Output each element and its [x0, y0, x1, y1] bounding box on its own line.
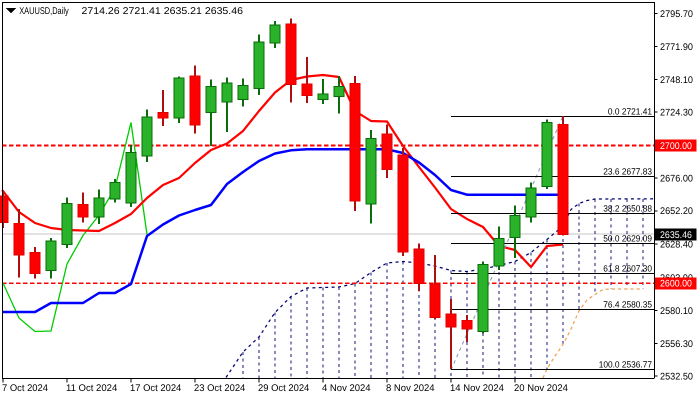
svg-text:61.8 2607.30: 61.8 2607.30	[603, 263, 652, 273]
svg-text:17 Oct 2024: 17 Oct 2024	[130, 383, 182, 394]
svg-text:2795.70: 2795.70	[660, 9, 693, 20]
svg-text:14 Nov 2024: 14 Nov 2024	[450, 383, 505, 394]
svg-text:20 Nov 2024: 20 Nov 2024	[514, 383, 569, 394]
svg-text:100.0 2536.77: 100.0 2536.77	[599, 359, 652, 369]
svg-text:2580.10: 2580.10	[660, 306, 693, 317]
svg-text:0.0 2721.41: 0.0 2721.41	[608, 106, 652, 116]
svg-text:2748.10: 2748.10	[660, 75, 693, 86]
svg-text:2676.00: 2676.00	[660, 173, 693, 184]
svg-text:29 Oct 2024: 29 Oct 2024	[258, 383, 310, 394]
svg-text:7 Oct 2024: 7 Oct 2024	[2, 383, 49, 394]
svg-text:2700.00: 2700.00	[660, 141, 692, 152]
svg-text:2532.50: 2532.50	[660, 372, 693, 383]
svg-text:2635.46: 2635.46	[660, 230, 692, 241]
svg-text:2714.26 2721.41 2635.21 2635.4: 2714.26 2721.41 2635.21 2635.46	[82, 6, 244, 17]
svg-text:2724.30: 2724.30	[660, 108, 693, 119]
svg-text:2600.00: 2600.00	[660, 279, 692, 290]
svg-text:2628.40: 2628.40	[660, 240, 693, 251]
svg-text:2556.30: 2556.30	[660, 339, 693, 350]
svg-text:23 Oct 2024: 23 Oct 2024	[194, 383, 246, 394]
svg-text:38.2 2650.88: 38.2 2650.88	[603, 203, 652, 213]
svg-text:23.6 2677.83: 23.6 2677.83	[603, 166, 652, 176]
svg-text:50.0 2629.09: 50.0 2629.09	[603, 233, 652, 243]
svg-text:2771.90: 2771.90	[660, 42, 693, 53]
svg-text:8 Nov 2024: 8 Nov 2024	[386, 383, 435, 394]
svg-text:4 Nov 2024: 4 Nov 2024	[322, 383, 371, 394]
svg-text:2652.20: 2652.20	[660, 206, 693, 217]
svg-text:76.4 2580.35: 76.4 2580.35	[603, 299, 652, 309]
svg-text:11 Oct 2024: 11 Oct 2024	[66, 383, 118, 394]
svg-text:XAUUSD,Daily: XAUUSD,Daily	[19, 6, 69, 17]
